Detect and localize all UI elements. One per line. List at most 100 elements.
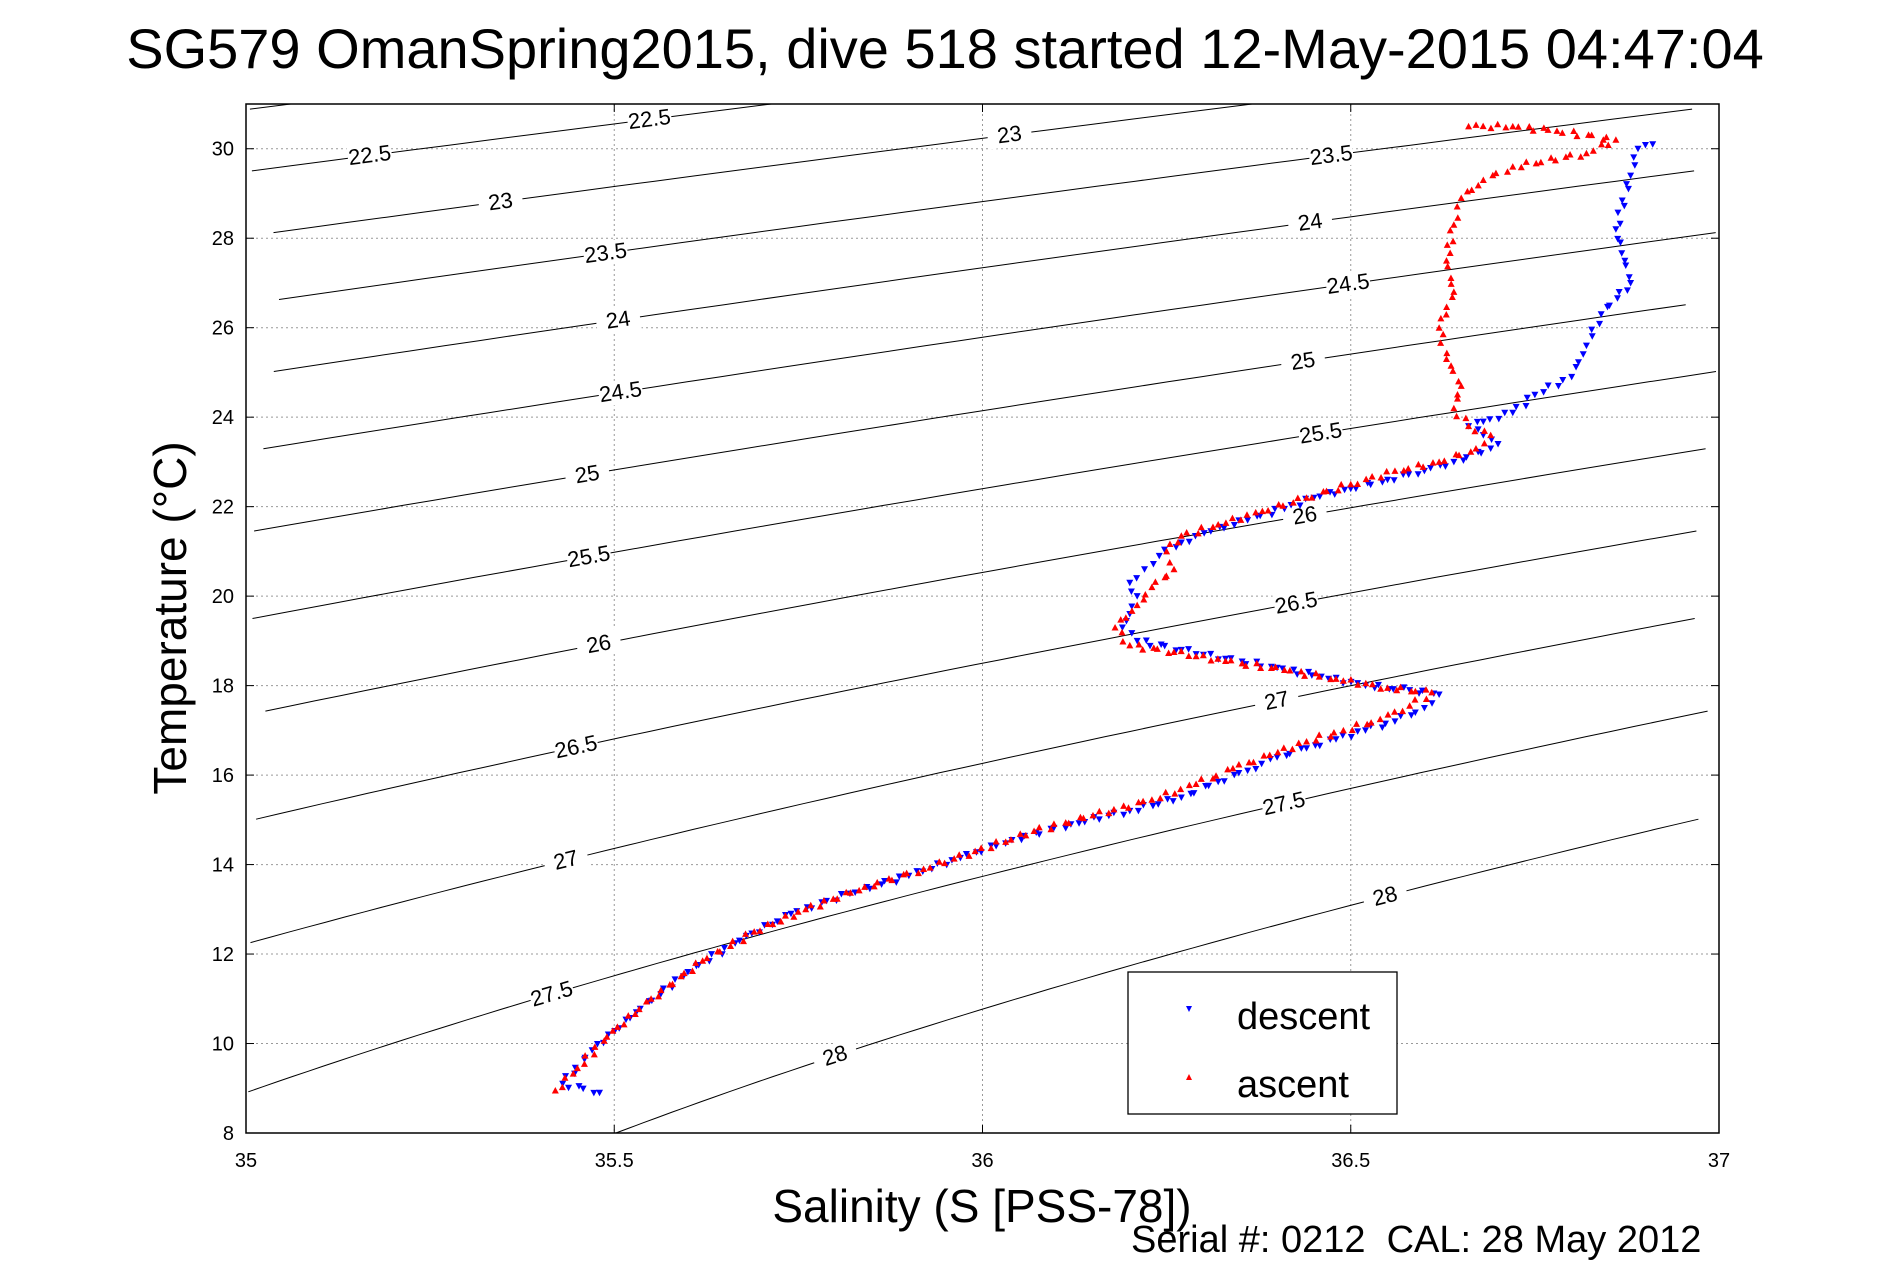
ascent-point xyxy=(1367,719,1375,726)
ascent-point xyxy=(1573,132,1581,140)
descent-point xyxy=(1479,418,1487,426)
ascent-point xyxy=(729,937,737,945)
descent-point xyxy=(1378,479,1386,486)
ascent-point xyxy=(1450,221,1458,228)
descent-point xyxy=(1631,162,1639,169)
descent-point xyxy=(1616,220,1624,228)
ascent-point xyxy=(1207,657,1215,664)
descent-point xyxy=(1354,728,1362,735)
ascent-point xyxy=(1391,708,1399,715)
ascent-point xyxy=(1362,679,1370,687)
ascent-point xyxy=(1177,785,1185,793)
x-tick-label: 37 xyxy=(1708,1150,1730,1172)
ascent-point xyxy=(794,908,802,915)
ascent-point xyxy=(965,852,973,859)
ascent-point xyxy=(977,844,985,852)
descent-point xyxy=(878,881,886,888)
ascent-point xyxy=(573,1064,581,1072)
descent-point xyxy=(1235,769,1243,777)
ascent-point xyxy=(1604,141,1612,149)
descent-point xyxy=(1540,389,1548,396)
descent-point xyxy=(1128,603,1136,610)
descent-point xyxy=(1420,704,1428,712)
descent-point xyxy=(1407,712,1415,719)
descent-point xyxy=(1397,713,1405,720)
descent-point xyxy=(565,1084,573,1092)
descent-point xyxy=(1623,287,1631,294)
ascent-point xyxy=(1319,488,1327,495)
x-tick-label: 36.5 xyxy=(1331,1150,1370,1172)
contour-label: 22.5 xyxy=(347,140,393,170)
descent-point xyxy=(684,968,692,976)
ascent-point xyxy=(750,928,758,935)
contour-label-mask xyxy=(563,459,611,490)
descent-point xyxy=(1149,802,1157,810)
descent-point xyxy=(1588,333,1596,340)
ascent-point xyxy=(1139,646,1147,653)
legend-ascent-label: ascent xyxy=(1237,1064,1349,1106)
descent-point xyxy=(1616,239,1624,247)
descent-point xyxy=(1142,637,1150,644)
contour-label-mask xyxy=(594,305,642,336)
contour-label: 22.5 xyxy=(627,104,673,134)
descent-point xyxy=(1572,363,1580,371)
descent-point xyxy=(1172,544,1180,551)
ascent-point xyxy=(680,969,688,977)
ascent-point xyxy=(885,875,893,882)
ascent-point xyxy=(1479,122,1487,130)
descent-point xyxy=(1200,530,1208,537)
contour-label: 26.5 xyxy=(1273,586,1320,618)
ascent-point xyxy=(1450,404,1458,412)
contour-label: 27 xyxy=(1262,686,1291,715)
ascent-point xyxy=(1537,158,1545,166)
ascent-point xyxy=(1494,120,1502,128)
ascent-point xyxy=(1442,355,1450,363)
descent-point xyxy=(1146,642,1154,650)
ascent-point xyxy=(1264,507,1272,514)
ascent-point xyxy=(1453,202,1461,210)
y-tick-label: 28 xyxy=(212,228,234,250)
contour-label: 27.5 xyxy=(527,976,575,1012)
y-tick-label: 12 xyxy=(212,944,234,966)
ascent-point xyxy=(1354,480,1362,488)
ascent-point xyxy=(620,1020,628,1028)
ascent-point xyxy=(1347,676,1355,683)
ascent-point xyxy=(1399,707,1407,715)
ascent-point xyxy=(1165,649,1173,657)
descent-point xyxy=(1258,760,1266,768)
contour-label: 24 xyxy=(604,305,632,333)
ascent-point xyxy=(1443,241,1451,248)
descent-point xyxy=(1427,465,1435,472)
ascent-point xyxy=(1249,758,1257,766)
ascent-point xyxy=(1544,126,1552,133)
descent-point xyxy=(593,1041,601,1048)
ascent-point xyxy=(647,995,655,1002)
descent-point xyxy=(1630,154,1638,161)
contour-label-mask xyxy=(582,238,630,269)
ascent-point xyxy=(1327,675,1335,683)
descent-point xyxy=(1339,732,1347,739)
contour-label-mask xyxy=(1307,140,1355,171)
descent-point xyxy=(1316,742,1324,750)
ascent-point xyxy=(1384,684,1392,691)
ascent-point xyxy=(1197,523,1205,531)
ascent-point xyxy=(1503,168,1511,175)
ascent-point xyxy=(1105,809,1113,817)
descent-point xyxy=(1512,403,1520,411)
ascent-point xyxy=(971,847,979,855)
ascent-point xyxy=(1312,669,1320,677)
ascent-point xyxy=(1124,804,1132,811)
contour-label-mask xyxy=(1252,684,1301,718)
descent-point xyxy=(1411,709,1419,717)
ascent-point xyxy=(873,878,881,886)
density-contours xyxy=(248,103,1717,1134)
ascent-point xyxy=(1153,645,1161,652)
descent-point xyxy=(575,1083,583,1090)
ascent-point xyxy=(1140,595,1148,603)
descent-point xyxy=(671,976,679,983)
descent-point xyxy=(1062,825,1070,832)
descent-point xyxy=(735,937,743,945)
contour-label-mask xyxy=(1286,207,1334,238)
ascent-point xyxy=(1111,623,1119,631)
ascent-point xyxy=(1289,499,1297,506)
